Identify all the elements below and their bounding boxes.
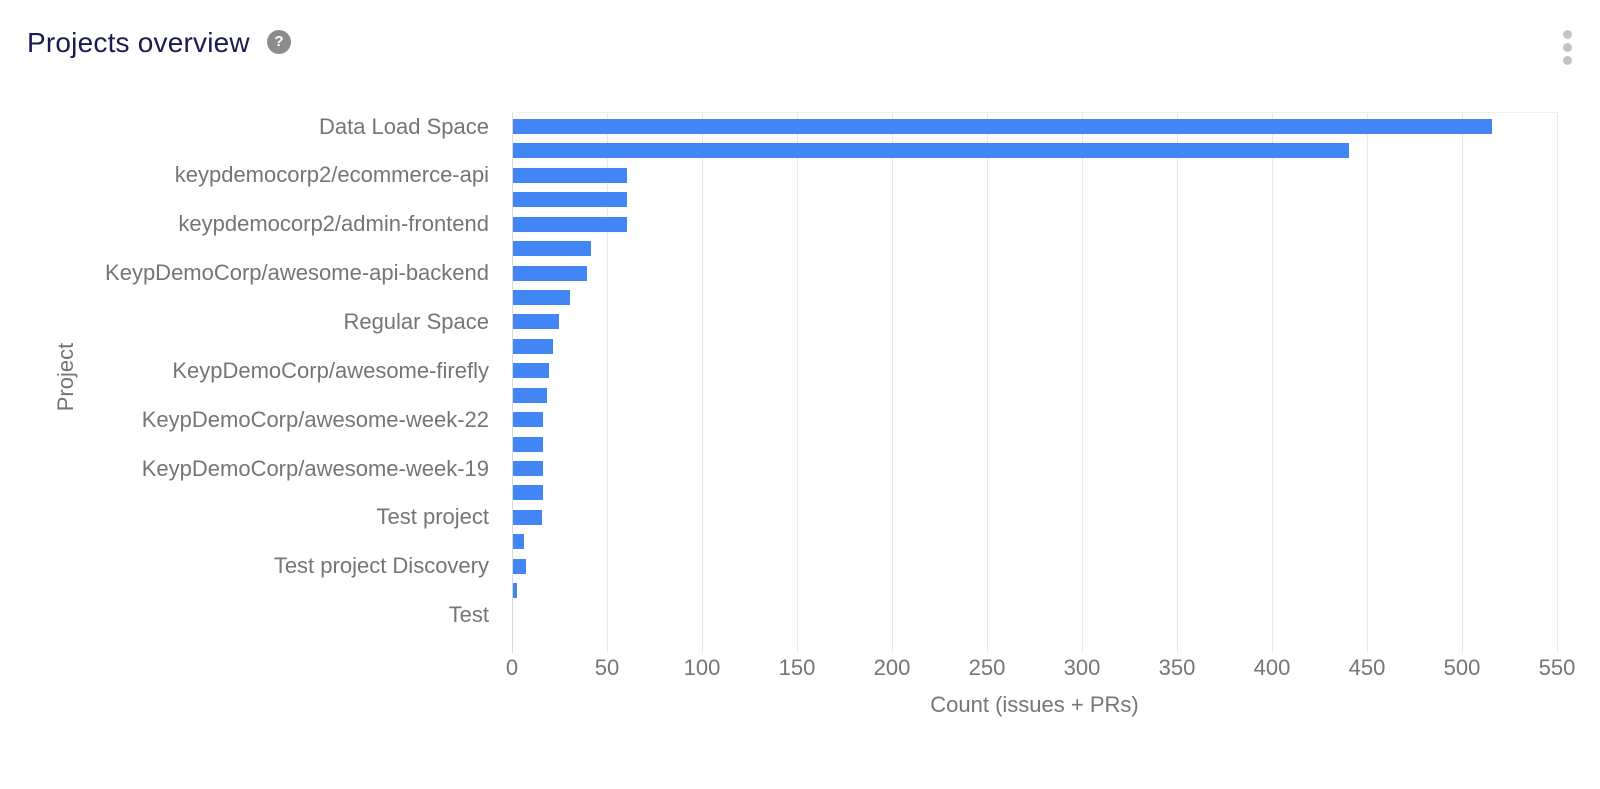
bar[interactable] (513, 461, 544, 477)
bar[interactable] (513, 216, 627, 232)
projects-bar-chart: Project Count (issues + PRs) 0 50 100 150 20… (0, 80, 1600, 780)
gridline (1177, 112, 1178, 653)
bar[interactable] (513, 387, 548, 403)
x-tick-label: 550 (1538, 655, 1576, 680)
category-label: Regular Space (343, 308, 489, 334)
category-label: Test (448, 602, 489, 628)
x-tick-label: 150 (778, 655, 816, 680)
gridline (702, 112, 703, 653)
x-tick-label: 500 (1443, 655, 1481, 680)
zero-axis-line (512, 112, 513, 653)
gridline (1082, 112, 1083, 653)
plot-top-border (512, 112, 1557, 113)
gridline (607, 112, 608, 653)
category-label: keypdemocorp2/ecommerce-api (174, 162, 489, 188)
bar[interactable] (513, 558, 527, 574)
x-tick-label: 100 (683, 655, 721, 680)
bar[interactable] (513, 290, 570, 305)
gridline (1367, 112, 1368, 653)
bar[interactable] (513, 363, 550, 379)
bar[interactable] (513, 485, 544, 501)
x-tick-label: 350 (1158, 655, 1196, 680)
widget-header: Projects overview ? (0, 0, 1600, 70)
bar[interactable] (513, 509, 542, 525)
bar[interactable] (513, 412, 544, 428)
category-label: Test project (376, 504, 490, 530)
bar[interactable] (513, 265, 588, 281)
kebab-dot (1563, 56, 1572, 65)
category-label: Data Load Space (318, 113, 489, 139)
x-tick-label: 250 (968, 655, 1006, 680)
x-axis-title: Count (issues + PRs) (930, 692, 1139, 717)
category-label: keypdemocorp2/admin-frontend (178, 211, 489, 237)
kebab-dot (1563, 43, 1572, 52)
bar[interactable] (513, 338, 553, 354)
x-tick-label: 450 (1348, 655, 1386, 680)
gridline (797, 112, 798, 653)
page-title: Projects overview (27, 27, 250, 58)
bar[interactable] (513, 534, 525, 550)
x-tick-label: 200 (873, 655, 911, 680)
kebab-menu-icon[interactable] (1563, 30, 1573, 65)
gridline (1462, 112, 1463, 653)
gridline (987, 112, 988, 653)
help-icon[interactable]: ? (267, 30, 291, 54)
bar[interactable] (513, 143, 1349, 159)
category-label: KeypDemoCorp/awesome-week-19 (141, 455, 489, 481)
category-label: Test project Discovery (273, 553, 489, 579)
gridline (1557, 112, 1558, 653)
x-tick-label: 50 (594, 655, 620, 680)
kebab-dot (1563, 30, 1572, 39)
bar[interactable] (513, 583, 517, 599)
category-label: KeypDemoCorp/awesome-week-22 (141, 406, 489, 432)
gridline (1272, 112, 1273, 653)
bar[interactable] (513, 241, 591, 257)
gridline (892, 112, 893, 653)
x-tick-label: 300 (1063, 655, 1101, 680)
bar[interactable] (513, 314, 559, 330)
bar[interactable] (513, 192, 627, 208)
category-label: KeypDemoCorp/awesome-firefly (172, 357, 489, 383)
x-tick-label: 0 (505, 655, 519, 680)
bar[interactable] (513, 119, 1492, 134)
category-label: KeypDemoCorp/awesome-api-backend (105, 260, 489, 286)
bar[interactable] (513, 436, 544, 452)
bar[interactable] (513, 167, 627, 183)
x-tick-label: 400 (1253, 655, 1291, 680)
